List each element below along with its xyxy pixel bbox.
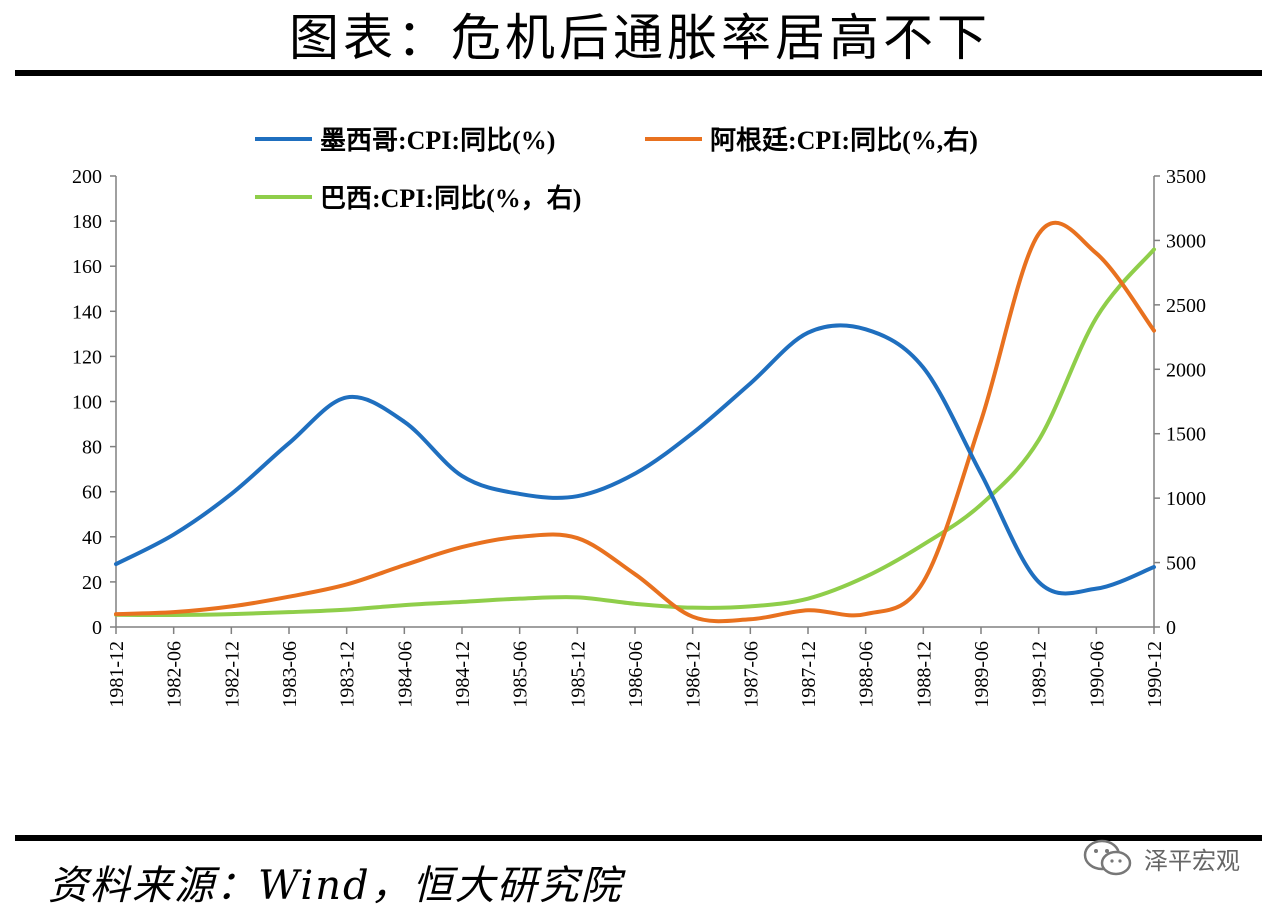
x-tick-label: 1986-12 <box>683 641 705 708</box>
y-left-tick-label: 160 <box>72 256 102 278</box>
source-note: 资料来源：Wind，恒大研究院 <box>48 863 623 909</box>
x-tick-label: 1982-12 <box>221 641 243 708</box>
y-right-tick-label: 2000 <box>1166 359 1206 381</box>
y-right-tick-label: 1500 <box>1166 424 1206 446</box>
chart-title: 图表：危机后通胀率居高不下 <box>289 9 991 67</box>
y-left-tick-label: 200 <box>72 166 102 188</box>
top-rule <box>15 70 1262 76</box>
chart-legend: 墨西哥:CPI:同比(%) 阿根廷:CPI:同比(%,右) 巴西:CPI:同比(%，… <box>255 126 978 213</box>
series-line-2 <box>114 247 1156 618</box>
y-left-tick-label: 0 <box>92 617 102 639</box>
y-right-tick-label: 3000 <box>1166 230 1206 252</box>
y-right-tick-label: 0 <box>1166 617 1176 639</box>
x-tick-label: 1989-12 <box>1029 641 1051 708</box>
y-right-tick-label: 1000 <box>1166 488 1206 510</box>
series-line-0 <box>114 323 1156 596</box>
y-left-tick-label: 120 <box>72 346 102 368</box>
y-left-tick-label: 80 <box>82 437 102 459</box>
chart-lines <box>114 220 1156 624</box>
legend-label-0: 墨西哥:CPI:同比(%) <box>320 126 555 155</box>
x-tick-label: 1987-06 <box>740 641 762 708</box>
x-tick-label: 1990-12 <box>1144 641 1166 708</box>
series-line-1 <box>114 220 1156 624</box>
x-tick-label: 1990-06 <box>1086 641 1108 708</box>
y-right-tick-label: 3500 <box>1166 166 1206 188</box>
x-tick-label: 1984-12 <box>452 641 474 708</box>
x-tick-label: 1988-06 <box>856 641 878 708</box>
x-tick-label: 1983-12 <box>337 641 359 708</box>
x-tick-label: 1982-06 <box>164 641 186 708</box>
x-tick-label: 1984-06 <box>394 641 416 708</box>
y-left-tick-label: 180 <box>72 211 102 233</box>
chart-canvas: 0204060801001201401601802000500100015002… <box>72 126 1206 708</box>
y-left-tick-label: 100 <box>72 392 102 414</box>
legend-label-2: 巴西:CPI:同比(%，右) <box>320 184 581 213</box>
y-left-tick-label: 40 <box>82 527 102 549</box>
y-left-tick-label: 20 <box>82 572 102 594</box>
legend-label-1: 阿根廷:CPI:同比(%,右) <box>710 126 978 155</box>
x-tick-label: 1981-12 <box>106 641 128 708</box>
chart-axes: 0204060801001201401601802000500100015002… <box>72 166 1206 708</box>
y-right-tick-label: 500 <box>1166 553 1196 575</box>
watermark: 泽平宏观 <box>1082 838 1240 878</box>
bottom-rule <box>15 835 1262 841</box>
x-tick-label: 1983-06 <box>279 641 301 708</box>
x-tick-label: 1988-12 <box>913 641 935 708</box>
y-left-tick-label: 60 <box>82 482 102 504</box>
x-tick-label: 1986-06 <box>625 641 647 708</box>
x-tick-label: 1985-06 <box>510 641 532 708</box>
watermark-text: 泽平宏观 <box>1144 846 1240 875</box>
x-tick-label: 1987-12 <box>798 641 820 708</box>
wechat-icon <box>1083 839 1132 876</box>
y-right-tick-label: 2500 <box>1166 295 1206 317</box>
x-tick-label: 1985-12 <box>567 641 589 708</box>
x-tick-label: 1989-06 <box>971 641 993 708</box>
y-left-tick-label: 140 <box>72 301 102 323</box>
